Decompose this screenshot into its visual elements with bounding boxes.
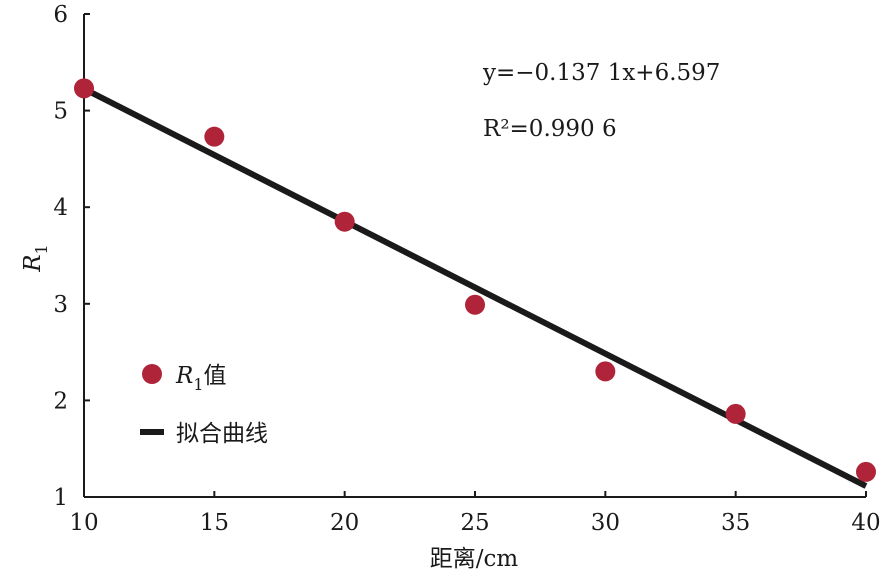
legend-point-label: R1值 <box>175 363 227 394</box>
y-tick-label: 6 <box>53 2 68 28</box>
data-points <box>74 78 876 482</box>
y-axis-title-sub: 1 <box>32 244 51 254</box>
tick-labels: 10 15 20 25 30 35 40 1 2 3 4 5 6 <box>53 2 880 536</box>
legend: R1值 拟合曲线 <box>140 363 268 447</box>
data-point <box>465 294 485 315</box>
x-tick-label: 35 <box>721 510 750 536</box>
legend-point-label-sub: 1 <box>193 375 203 394</box>
x-tick-label: 20 <box>330 510 359 536</box>
legend-point-marker <box>142 364 162 384</box>
data-point <box>725 403 746 424</box>
legend-point-label-main: R <box>175 363 193 389</box>
x-tick-label: 40 <box>851 510 880 536</box>
ticks <box>83 13 867 498</box>
x-axis-title: 距离/cm <box>430 546 519 572</box>
data-point <box>334 211 355 232</box>
y-tick-label: 4 <box>53 195 68 221</box>
r-squared-annotation: R²=0.990 6 <box>483 116 617 142</box>
y-axis-title: R1 <box>20 244 51 273</box>
x-tick-label: 15 <box>200 510 229 536</box>
y-tick-label: 3 <box>53 292 68 318</box>
x-tick-label: 25 <box>460 510 489 536</box>
y-tick-label: 5 <box>53 99 68 125</box>
data-point <box>204 126 225 147</box>
x-tick-label: 10 <box>69 510 98 536</box>
y-axis-title-main: R <box>20 254 46 272</box>
data-point <box>595 361 616 382</box>
equation-annotation: y=−0.137 1x+6.597 <box>482 60 720 86</box>
y-tick-label: 1 <box>53 485 68 511</box>
legend-line-label: 拟合曲线 <box>176 421 268 447</box>
legend-point-label-suffix: 值 <box>204 363 227 389</box>
x-tick-label: 30 <box>591 510 620 536</box>
y-tick-label: 2 <box>53 388 68 414</box>
data-point <box>74 78 94 99</box>
data-point <box>856 461 876 482</box>
